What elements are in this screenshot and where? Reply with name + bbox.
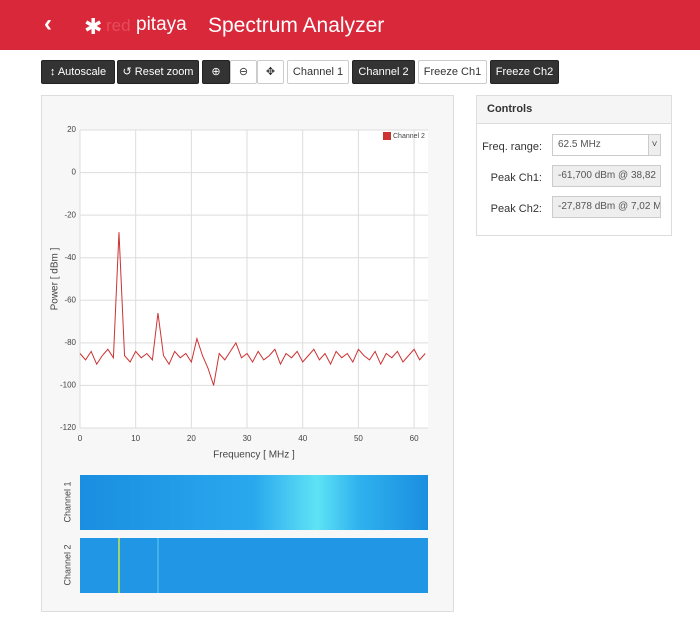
field-label: Freq. range:	[482, 141, 542, 153]
x-tick-label: 0	[78, 434, 83, 443]
waterfall-ch1	[80, 475, 428, 530]
waterfall-label: Channel 2	[62, 544, 72, 585]
field-value: -61,700 dBm @ 38,82	[552, 165, 661, 187]
x-tick-label: 40	[298, 434, 307, 443]
button-label: Channel 1	[292, 66, 344, 78]
plot-area	[80, 130, 428, 428]
controls-title: Controls	[477, 96, 671, 124]
zoom-out-button[interactable]: ⊖	[230, 60, 257, 84]
y-tick-label: -40	[64, 253, 76, 262]
app-title: Spectrum Analyzer	[208, 14, 385, 37]
autoscale-button[interactable]: ↕ Autoscale	[41, 60, 115, 84]
x-tick-label: 30	[243, 434, 252, 443]
field-value: 62.5 MHz	[558, 139, 601, 150]
button-label: Freeze Ch1	[423, 66, 482, 78]
header: ‹ ✱ red pitaya Spectrum Analyzer	[0, 0, 700, 50]
freq-range-select[interactable]: 62.5 MHz ˅	[552, 134, 661, 156]
waterfall-ch2	[80, 538, 428, 593]
freeze-ch1-button[interactable]: Freeze Ch1	[418, 60, 487, 84]
y-tick-label: 20	[67, 125, 76, 134]
controls-panel: Controls Freq. range: 62.5 MHz ˅ Peak Ch1…	[476, 95, 672, 236]
channel1-button[interactable]: Channel 1	[287, 60, 349, 84]
x-tick-label: 50	[354, 434, 363, 443]
x-axis-label: Frequency [ MHz ]	[213, 450, 295, 461]
y-tick-label: -100	[60, 381, 77, 390]
spectrum-line	[79, 232, 426, 386]
y-tick-label: -20	[64, 210, 76, 219]
logo-name: pitaya	[136, 14, 187, 35]
y-tick-label: -120	[60, 423, 77, 432]
y-axis-label: Power [ dBm ]	[50, 247, 61, 310]
reset-zoom-button[interactable]: ↺ Reset zoom	[117, 60, 199, 84]
field-value: -27,878 dBm @ 7,02 M	[552, 196, 661, 218]
waterfall-label: Channel 1	[62, 481, 72, 522]
button-label: Autoscale	[57, 66, 107, 78]
legend-swatch	[383, 132, 391, 140]
y-tick-label: -60	[64, 295, 76, 304]
field-label: Peak Ch2:	[490, 203, 542, 215]
x-tick-label: 10	[131, 434, 140, 443]
field-label: Peak Ch1:	[490, 172, 542, 184]
logo-icon: ✱	[84, 14, 103, 39]
pan-button[interactable]: ✥	[257, 60, 284, 84]
button-label: Channel 2	[358, 66, 409, 78]
freeze-ch2-button[interactable]: Freeze Ch2	[490, 60, 559, 84]
button-label: Freeze Ch2	[495, 66, 554, 78]
legend-label: Channel 2	[393, 133, 425, 140]
y-tick-label: -80	[64, 338, 76, 347]
logo-prefix: red	[106, 16, 131, 35]
zoom-in-button[interactable]: ⊕	[202, 60, 230, 84]
y-tick-label: 0	[72, 168, 77, 177]
channel2-button[interactable]: Channel 2	[352, 60, 415, 84]
button-label: Reset zoom	[134, 66, 194, 78]
x-tick-label: 60	[410, 434, 419, 443]
x-tick-label: 20	[187, 434, 196, 443]
back-button[interactable]: ‹	[44, 10, 52, 37]
